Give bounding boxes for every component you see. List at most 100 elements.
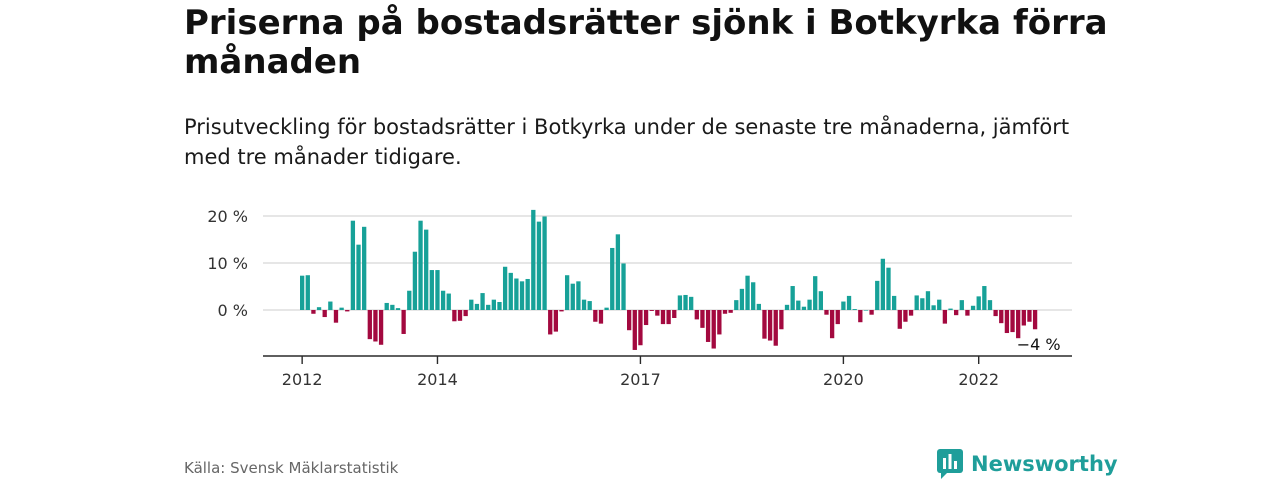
bar xyxy=(807,299,812,310)
source-note: Källa: Svensk Mäklarstatistik xyxy=(184,459,399,477)
y-tick-label: 0 % xyxy=(218,301,248,320)
bar xyxy=(886,267,891,310)
bar xyxy=(610,247,615,310)
bar xyxy=(846,295,852,310)
bar xyxy=(395,308,401,310)
bar xyxy=(407,290,412,310)
bar xyxy=(903,310,908,322)
bar xyxy=(452,310,457,322)
bar xyxy=(615,234,621,310)
bar xyxy=(362,226,367,310)
bar xyxy=(841,301,846,310)
bar xyxy=(773,310,778,346)
bar xyxy=(593,310,598,322)
bar xyxy=(970,305,976,310)
newsworthy-logo[interactable]: Newsworthy xyxy=(937,449,1118,479)
bar xyxy=(982,286,987,310)
bar xyxy=(728,310,733,313)
bar xyxy=(700,310,705,328)
bar xyxy=(638,310,643,346)
bar xyxy=(491,299,496,310)
bar xyxy=(384,302,389,310)
bar xyxy=(418,220,423,310)
bar xyxy=(463,310,468,317)
bar xyxy=(784,304,790,310)
bar xyxy=(390,304,395,310)
bar xyxy=(660,310,666,325)
bar xyxy=(480,293,485,310)
bar xyxy=(875,280,880,310)
bar xyxy=(835,310,840,325)
bar xyxy=(993,310,998,317)
bar xyxy=(796,300,801,310)
bar xyxy=(925,291,931,310)
bar xyxy=(705,310,711,342)
bar xyxy=(429,270,434,310)
bar xyxy=(891,295,897,310)
bar xyxy=(655,310,660,316)
value-annotation: −4 % xyxy=(1017,335,1061,354)
bar xyxy=(751,282,756,310)
bar xyxy=(542,216,547,310)
bar xyxy=(858,310,863,323)
x-tick-label: 2014 xyxy=(417,370,458,389)
bar xyxy=(604,307,609,310)
bar xyxy=(1010,310,1015,333)
bar xyxy=(311,310,316,314)
bar xyxy=(553,310,559,332)
bar xyxy=(502,266,508,310)
bar xyxy=(734,300,739,310)
bar xyxy=(779,310,784,330)
bar xyxy=(378,310,384,345)
bar xyxy=(345,310,350,312)
x-tick-label: 2022 xyxy=(958,370,999,389)
newsworthy-icon xyxy=(937,449,963,479)
bar xyxy=(801,306,807,310)
bar xyxy=(694,310,699,320)
bar xyxy=(486,304,491,310)
bar xyxy=(762,310,767,339)
bar xyxy=(322,310,327,318)
bar xyxy=(666,310,671,325)
bar xyxy=(818,291,823,310)
bar xyxy=(1027,310,1032,322)
bar xyxy=(677,295,683,310)
x-tick-label: 2020 xyxy=(823,370,864,389)
bar xyxy=(333,310,339,323)
bar xyxy=(576,281,581,310)
bar xyxy=(435,270,440,310)
bar xyxy=(581,299,587,310)
bar xyxy=(1021,310,1026,326)
bar xyxy=(683,294,688,310)
bar xyxy=(717,310,722,335)
bar xyxy=(548,310,553,335)
bar xyxy=(824,310,829,315)
bar xyxy=(813,276,818,310)
bar xyxy=(739,288,745,310)
bar xyxy=(531,209,536,310)
bar xyxy=(897,310,902,329)
bar xyxy=(497,302,502,310)
bar xyxy=(649,310,654,311)
bar xyxy=(689,296,694,310)
bar xyxy=(621,263,626,310)
bar xyxy=(373,310,378,342)
bar xyxy=(457,310,463,321)
bar xyxy=(880,258,886,310)
bar xyxy=(908,310,914,316)
bar xyxy=(920,298,925,310)
bar xyxy=(440,290,446,310)
bar xyxy=(1004,310,1010,334)
bar xyxy=(987,300,993,310)
y-tick-label: 20 % xyxy=(207,207,248,226)
bar xyxy=(525,278,530,310)
bar xyxy=(672,310,677,318)
bar xyxy=(519,281,525,310)
bar xyxy=(965,310,970,316)
bar xyxy=(959,300,964,310)
bar xyxy=(931,305,936,310)
bar xyxy=(514,278,519,310)
bar xyxy=(869,310,874,315)
bar xyxy=(412,251,418,310)
